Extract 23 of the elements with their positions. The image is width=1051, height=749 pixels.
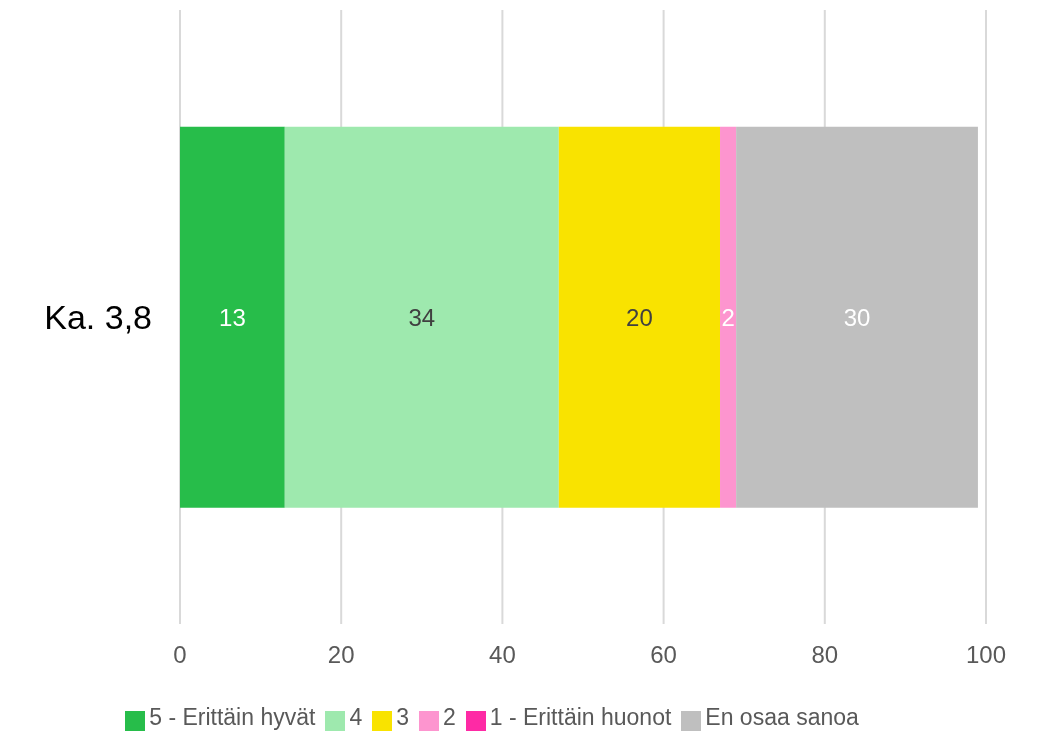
bar xyxy=(284,126,559,508)
bar xyxy=(736,126,978,508)
legend-label: 2 xyxy=(442,704,456,730)
legend-label: 3 xyxy=(396,704,409,730)
data-label: 20 xyxy=(626,303,653,331)
legend-label: 1 - Erittäin huonot xyxy=(489,704,672,730)
bar xyxy=(720,126,737,508)
x-tick-label: 100 xyxy=(965,641,1007,668)
x-tick-label: 40 xyxy=(489,641,516,668)
legend-label: 5 - Erittäin hyvät xyxy=(149,704,316,730)
data-label: 30 xyxy=(843,303,871,331)
y-tick-label: Ka. 3,8 xyxy=(44,298,152,337)
bar xyxy=(180,126,285,508)
x-tick-label: 0 xyxy=(173,641,187,668)
x-tick-label: 60 xyxy=(650,641,677,668)
legend-label: En osaa sanoa xyxy=(705,704,859,730)
x-tick-label: 20 xyxy=(327,641,355,668)
bar xyxy=(558,126,721,508)
data-label: 34 xyxy=(408,303,436,331)
legend-label: 4 xyxy=(349,704,363,730)
data-label: 2 xyxy=(721,303,735,331)
x-tick-label: 80 xyxy=(811,641,839,668)
data-label: 13 xyxy=(219,303,246,331)
